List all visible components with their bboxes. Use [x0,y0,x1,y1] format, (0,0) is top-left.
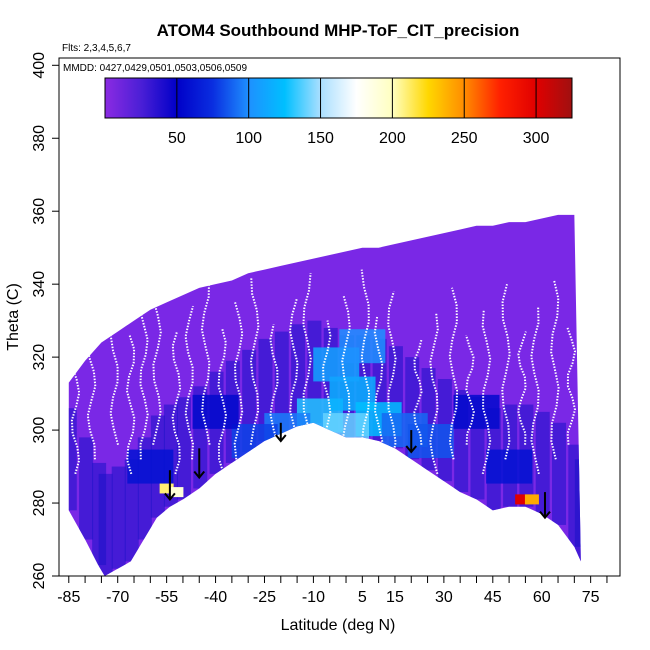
plot-frame [58,57,621,577]
flight-track [70,338,81,475]
x-tick-label--85: -85 [57,589,80,606]
colorbar-tick-label-250: 250 [451,130,478,147]
y-tick-label-280: 280 [31,490,48,517]
flight-track [448,287,459,460]
curtain-cell [159,483,174,494]
x-tick-label--70: -70 [106,589,129,606]
y-tick-label-380: 380 [31,125,48,152]
y-tick-label-360: 360 [31,198,48,225]
flight-track [360,269,371,445]
arrows [164,422,551,520]
y-tick-label-260: 260 [31,563,48,590]
flight-track [171,331,182,475]
flight-track [86,313,97,460]
flight-track [550,280,560,460]
curtain-cell [453,394,500,429]
flight-track [302,273,312,445]
flight-track [321,320,332,475]
curtain-cell [515,494,530,505]
flight-tracks [70,269,577,475]
y-tick-label-300: 300 [31,417,48,444]
lowlevel-band-cell [124,459,139,562]
arrow-head [539,510,551,520]
y-tick-label-340: 340 [31,271,48,298]
lowlevel-band-cell [79,437,94,540]
y-axis: 260 280 300 320 340 360 380 400 [31,52,59,590]
lowlevel-band-cell [552,422,567,525]
x-tick-label-15: 15 [386,589,404,606]
y-tick-label-400: 400 [31,52,48,79]
arrow-head [275,434,287,443]
flight-track [387,291,397,460]
flight-track [217,327,228,475]
arrow-head [193,470,206,480]
x-tick-label-5: 5 [358,589,367,606]
curtain-cell [169,487,184,498]
dates-annotation: MMDD: 0427,0429,0501,0503,0506,0509 [63,63,247,74]
y-tick-label-320: 320 [31,344,48,371]
x-tick-label-75: 75 [582,589,600,606]
colorbar: 50 100 150 200 250 300 [104,77,573,147]
chart-title: ATOM4 Southbound MHP-ToF_CIT_precision [157,21,520,40]
x-axis-title: Latitude (deg N) [281,617,396,634]
colorbar-ticks: 50 100 150 200 250 300 [168,78,550,147]
colorbar-tick-label-150: 150 [307,130,334,147]
lowlevel-band-cell [98,473,113,576]
x-tick-label-30: 30 [435,589,453,606]
flight-track [233,302,244,460]
lowlevel-band-cell [176,397,191,500]
flight-track [429,313,439,475]
curtain-cells [68,320,581,576]
colorbar-tick-label-200: 200 [379,130,406,147]
y-axis-title: Theta (C) [5,283,22,351]
x-tick-label--40: -40 [204,589,227,606]
arrow-head [164,492,176,501]
flights-annotation: Flts: 2,3,4,5,6,7 [62,43,131,54]
arrow-head [405,445,418,454]
x-axis: -85 -70 -55 -40 -25 -10 5 15 30 45 60 75 [57,576,608,606]
flight-track [249,276,260,445]
flight-track [184,305,195,460]
lowlevel-band-cell [535,411,550,514]
lowlevel-band-cell [574,459,581,562]
colorbar-tick-label-300: 300 [523,130,550,147]
colorbar-tick-label-50: 50 [168,130,186,147]
curtain-cell [192,394,239,429]
x-tick-label--10: -10 [302,589,325,606]
x-tick-label-45: 45 [484,589,502,606]
flight-track [481,309,492,475]
plot-area [58,57,621,577]
flight-track [200,280,211,445]
lowlevel-band-cell [274,331,289,434]
flight-track [341,294,351,460]
lowlevel-band-cell [111,466,126,569]
x-tick-label-60: 60 [533,589,551,606]
flight-track [413,338,423,445]
x-tick-label--25: -25 [253,589,276,606]
x-tick-label--55: -55 [155,589,178,606]
flight-track [152,284,162,445]
flight-track [517,331,527,445]
flight-track [566,327,577,445]
colorbar-tick-label-100: 100 [235,130,262,147]
data-layer [68,214,581,576]
lowlevel-band-cell [68,408,77,511]
curtain-cell [486,449,533,484]
flight-track [139,309,149,460]
curtain-cell [524,494,539,505]
colorbar-rect [104,77,573,119]
flight-track [465,334,475,445]
curtain-cell [127,449,174,484]
flight-track [530,306,540,475]
